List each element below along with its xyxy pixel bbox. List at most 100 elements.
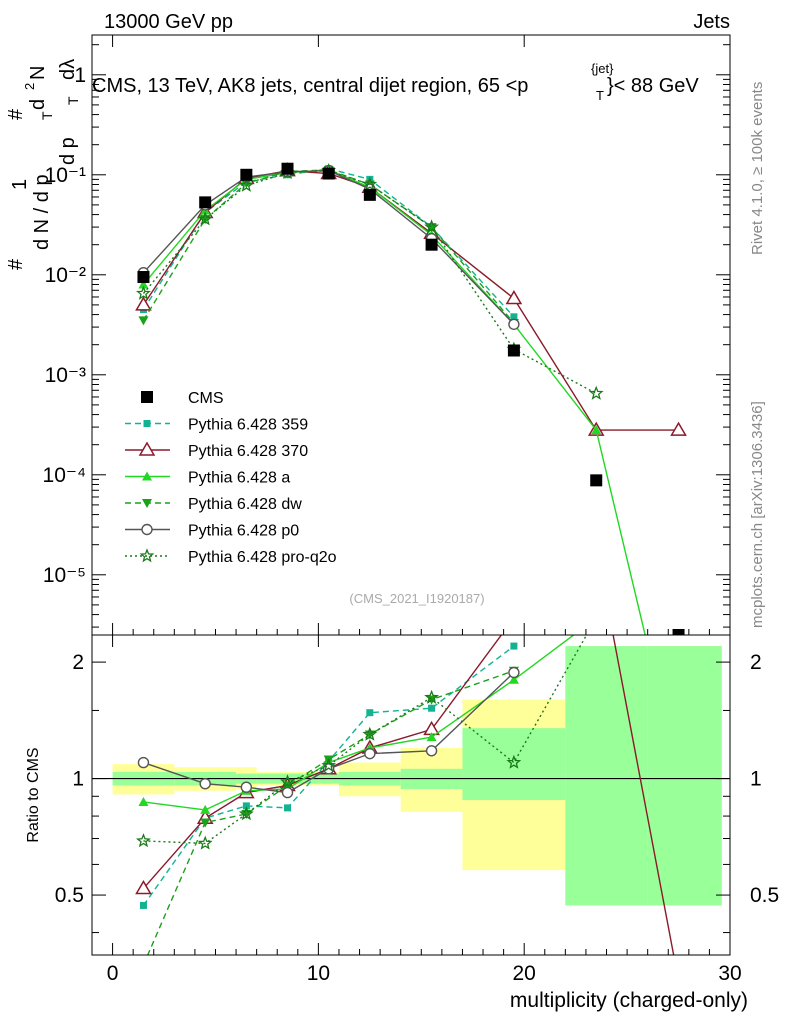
y-axis-label: # 1 d N / d p T # d 2 N d p T dλ <box>5 59 81 270</box>
ratio-series-point <box>428 704 436 712</box>
legend-label: Pythia 6.428 359 <box>188 417 308 434</box>
y-tick-label: 10⁻² <box>45 264 86 287</box>
ratio-series-line <box>142 635 675 955</box>
series-point <box>138 316 149 326</box>
ratio-series-point <box>321 757 337 772</box>
plot-title-tail: }< 88 GeV <box>607 75 699 97</box>
analysis-id: (CMS_2021_I1920187) <box>349 591 484 606</box>
cms-data-point <box>240 168 253 181</box>
cms-data-point <box>363 188 376 201</box>
y-axis-label-dN: d N / d p <box>31 174 53 250</box>
series-line <box>142 169 597 395</box>
y-tick-label: 10⁻⁵ <box>43 564 86 587</box>
ratio-series-point <box>508 666 520 679</box>
series-point <box>135 285 151 300</box>
ratio-tick-label-right: 2 <box>750 651 762 674</box>
ratio-series-point <box>510 642 518 650</box>
ratio-series-point <box>199 777 211 790</box>
legend-marker <box>142 499 152 508</box>
y-tick-label: 10⁻¹ <box>45 164 86 187</box>
ratio-y-axis-label: Ratio to CMS <box>25 747 42 842</box>
y-axis-label-d: d <box>27 99 49 110</box>
ratio-series-point <box>425 745 438 757</box>
series-point <box>238 177 254 192</box>
y-axis-label-one: 1 <box>9 179 31 190</box>
series-p0 <box>137 164 520 330</box>
series-point <box>670 421 687 436</box>
series-359 <box>139 165 518 321</box>
ratio-series-point <box>591 612 602 623</box>
cms-data-point <box>425 238 438 251</box>
series-point <box>588 385 604 400</box>
y-axis-label-sub1: T <box>39 111 55 120</box>
cms-data-point <box>137 271 150 284</box>
plot-title-sub: T <box>596 88 604 103</box>
legend-label: Pythia 6.428 pro-q2o <box>188 549 337 566</box>
legend-label: Pythia 6.428 a <box>188 470 290 487</box>
series-point <box>591 425 602 435</box>
category-label: Jets <box>693 11 730 33</box>
ratio-series-line <box>143 671 515 794</box>
axes: 0 10 20 30 1 10⁻¹ 10⁻² 10⁻³ 10⁻⁴ 10⁻⁵ 0.5 0.5 1 1 2 2 <box>43 35 779 985</box>
ratio-series-point <box>280 774 295 789</box>
ratio-series-point <box>589 539 603 551</box>
series-dw <box>138 165 519 328</box>
ratio-series-point <box>135 833 151 848</box>
cms-data-point <box>590 474 603 487</box>
rivet-label: Rivet 4.1.0, ≥ 100k events <box>749 82 766 255</box>
ratio-series-point <box>506 754 522 769</box>
series-point <box>505 289 523 305</box>
x-tick-label: 0 <box>107 962 119 985</box>
ratio-tick-label: 1 <box>72 768 84 791</box>
stat-uncertainty-band <box>462 728 566 801</box>
legend-marker <box>139 548 155 563</box>
legend-marker <box>141 391 153 403</box>
ratio-series-point <box>284 804 292 812</box>
ratio-uncertainty-bands <box>92 646 730 906</box>
cms-data-point <box>322 167 335 180</box>
legend-label: CMS <box>188 390 224 407</box>
legend-label: Pythia 6.428 p0 <box>188 523 299 540</box>
ratio-series-point <box>364 747 376 760</box>
series-point <box>508 318 520 330</box>
ratio-series-point <box>200 804 211 814</box>
main-panel-content <box>135 162 687 635</box>
ratio-series-point <box>135 879 152 895</box>
legend: CMS Pythia 6.428 359 Pythia 6.428 370 Pythi… <box>125 390 337 566</box>
cms-data-point <box>507 344 520 357</box>
plot-title: CMS, 13 TeV, AK8 jets, central dijet reg… <box>92 61 699 103</box>
ratio-series-point <box>137 756 150 769</box>
y-axis-label-sup: 2 <box>22 83 37 90</box>
series-line <box>142 168 515 318</box>
legend-marker <box>138 441 156 456</box>
y-axis-label-hash1: # <box>5 258 27 270</box>
series-cms-data <box>137 162 685 635</box>
x-tick-label: 10 <box>307 962 330 985</box>
ratio-panel-content <box>135 539 675 955</box>
ratio-series-pro-q2o <box>135 612 602 850</box>
ratio-series-point <box>362 726 378 741</box>
stat-uncertainty-band <box>565 646 648 906</box>
series-point <box>135 296 152 311</box>
series-point <box>138 279 149 289</box>
y-axis-label-dpt: d p <box>57 137 79 165</box>
legend-marker <box>143 420 151 427</box>
legend-label: Pythia 6.428 370 <box>188 443 308 460</box>
cms-data-point <box>672 629 685 635</box>
x-tick-label: 30 <box>718 962 741 985</box>
ratio-series-point <box>238 806 254 821</box>
y-tick-label: 10⁻⁴ <box>43 464 86 487</box>
legend-label: Pythia 6.428 dw <box>188 496 302 513</box>
ratio-series-line <box>142 645 515 906</box>
legend-marker <box>142 471 152 481</box>
cms-data-point <box>199 196 212 209</box>
ratio-series-point <box>200 818 211 828</box>
ratio-series-point <box>591 613 601 622</box>
series-point <box>362 176 378 191</box>
ratio-tick-label: 0.5 <box>55 884 84 907</box>
ratio-series-point <box>426 732 437 742</box>
ratio-series-point <box>507 611 521 623</box>
ratio-tick-label: 2 <box>72 651 84 674</box>
ratio-series-p0 <box>137 666 520 799</box>
ratio-series-point <box>240 781 253 793</box>
